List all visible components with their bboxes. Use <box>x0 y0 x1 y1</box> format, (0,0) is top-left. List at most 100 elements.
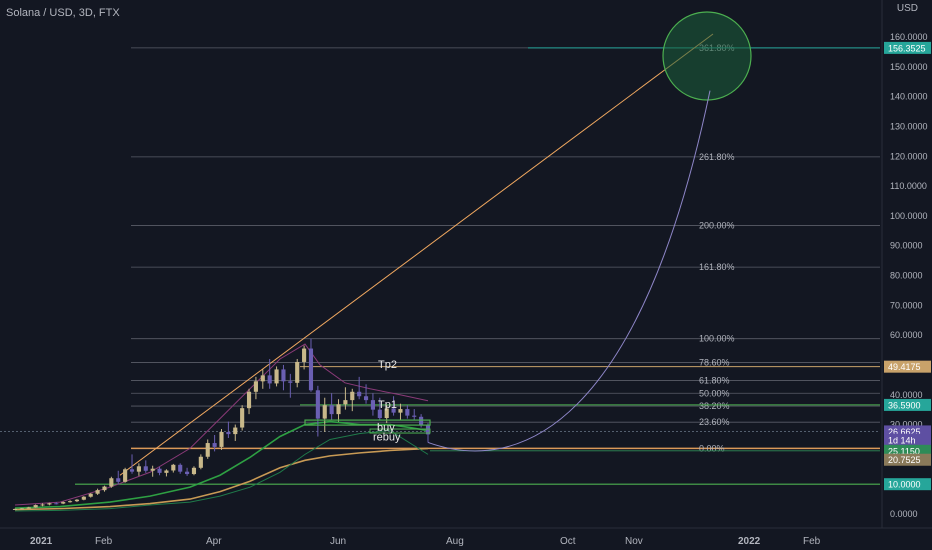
y-tick: 40.0000 <box>890 390 923 400</box>
y-tick: 110.0000 <box>890 181 927 191</box>
annotation-buy: buy <box>377 422 395 434</box>
y-tick: 150.0000 <box>890 62 928 72</box>
price-tag <box>884 41 931 54</box>
candle-body <box>88 493 93 497</box>
fib-label: 23.60% <box>699 417 730 427</box>
candle-body <box>205 443 210 457</box>
currency-label: USD <box>896 3 918 14</box>
x-tick: Aug <box>446 536 464 547</box>
candle-body <box>157 468 162 473</box>
y-tick: 100.0000 <box>890 211 928 221</box>
x-tick: 2021 <box>30 536 53 547</box>
trend-line <box>119 33 714 476</box>
x-tick: Feb <box>803 536 821 547</box>
price-tag <box>884 433 931 446</box>
price-tag-text: 49.4175 <box>888 362 921 372</box>
candle-body <box>81 496 86 500</box>
price-tag-text: 20.7525 <box>888 455 921 465</box>
candle-body <box>302 348 307 362</box>
fib-label: 50.00% <box>699 388 730 398</box>
candle-body <box>384 408 389 419</box>
x-tick: Feb <box>95 536 113 547</box>
y-tick: 60.0000 <box>890 330 923 340</box>
candle-body <box>246 391 252 409</box>
price-tag <box>884 398 931 411</box>
candles <box>12 338 431 510</box>
candle-body <box>350 391 355 401</box>
candle-body <box>363 396 369 401</box>
annotation-rebuy: rebuy <box>373 432 401 444</box>
candle-body <box>102 486 107 491</box>
candle-body <box>12 508 18 510</box>
candle-body <box>185 471 190 475</box>
x-tick: Jun <box>330 536 346 547</box>
candle-body <box>391 408 396 413</box>
candle-body <box>47 503 52 505</box>
annotation-Tp1: Tp1 <box>378 399 397 411</box>
candle-body <box>136 466 141 472</box>
candle-body <box>288 381 293 383</box>
candle-body <box>95 490 100 494</box>
candle-body <box>33 505 38 508</box>
candle-body <box>267 375 272 384</box>
candle-body <box>219 432 224 447</box>
candle-body <box>343 400 348 405</box>
candle-body <box>412 415 417 417</box>
price-tag-text: 25.1150 <box>888 446 920 456</box>
fib-label: 61.80% <box>699 375 730 385</box>
y-tick: 130.0000 <box>890 121 928 131</box>
fib-label: 78.60% <box>699 358 730 368</box>
candle-body <box>178 464 183 472</box>
price-tag-text: 1d 14h <box>888 435 916 445</box>
y-tick: 30.0000 <box>890 420 923 430</box>
annotation-Tp2: Tp2 <box>378 359 397 371</box>
candle-body <box>40 504 45 506</box>
fib-label: 200.00% <box>699 220 735 230</box>
x-tick: Apr <box>206 536 222 547</box>
candle-body <box>123 469 128 482</box>
y-tick: 70.0000 <box>890 300 923 310</box>
candle-body <box>370 400 375 410</box>
candle-body <box>405 409 410 416</box>
candle-body <box>212 443 217 447</box>
candle-body <box>74 499 80 502</box>
fib-label: 100.00% <box>699 334 735 344</box>
candle-body <box>240 408 245 428</box>
y-tick: 160.0000 <box>890 32 928 42</box>
candle-body <box>171 464 176 471</box>
candle-body <box>19 508 24 510</box>
x-tick: Oct <box>560 536 576 547</box>
candle-body <box>398 409 403 413</box>
candle-body <box>315 390 320 419</box>
candle-body <box>233 427 238 435</box>
y-tick: 80.0000 <box>890 271 923 281</box>
price-tag-text: 36.5900 <box>888 400 921 410</box>
target-circle <box>662 11 752 101</box>
x-tick: 2022 <box>738 536 761 547</box>
price-tag <box>884 478 931 491</box>
buy-zone <box>304 419 431 426</box>
y-tick: 120.0000 <box>890 151 928 161</box>
x-tick: Nov <box>625 536 643 547</box>
ema-orange <box>14 447 429 511</box>
candle-body <box>295 361 300 383</box>
candle-body <box>61 502 66 504</box>
candle-body <box>274 369 279 384</box>
candle-body <box>54 503 59 505</box>
candle-body <box>357 391 362 397</box>
price-tag <box>884 360 931 373</box>
candle-body <box>68 501 73 503</box>
bb-lower <box>14 430 429 512</box>
fib-label: 38.20% <box>699 401 730 411</box>
candle-body <box>336 404 341 415</box>
candle-body <box>377 409 382 419</box>
candle-body <box>260 375 265 382</box>
price-tag <box>884 453 931 466</box>
rebuy-zone <box>369 428 431 434</box>
candle-body <box>150 468 155 471</box>
